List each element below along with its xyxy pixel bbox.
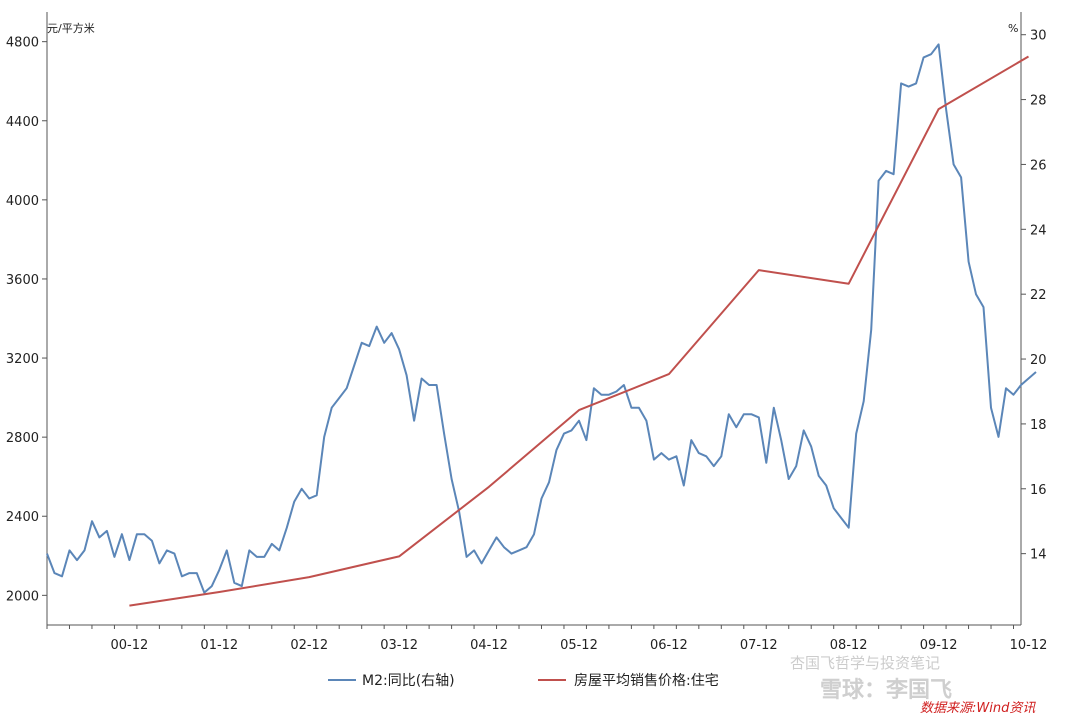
x-tick-label: 06-12 [650,638,688,653]
right-tick-label: 22 [1030,288,1047,303]
right-tick-label: 26 [1030,158,1047,173]
watermark-subtitle: 杏国飞哲学与投资笔记 [790,654,940,672]
left-tick-label: 4800 [6,36,39,51]
watermark: 杏国飞哲学与投资笔记 雪球：李国飞 数据来源:Wind资讯 [790,654,1036,716]
left-y-axis: 2000 2400 2800 3200 3600 4000 4400 4800 [6,36,47,604]
left-tick-label: 2000 [6,589,39,604]
x-tick-label: 00-12 [111,638,149,653]
x-tick-label: 08-12 [830,638,868,653]
right-tick-label: 16 [1030,483,1047,498]
source-label: 数据来源:Wind资讯 [920,701,1036,716]
x-tick-label: 07-12 [740,638,778,653]
left-tick-label: 3200 [6,352,39,367]
right-tick-label: 18 [1030,418,1047,433]
series-layer [46,43,1037,607]
legend: M2:同比(右轴) 房屋平均销售价格:住宅 [328,673,719,689]
legend-label-housing: 房屋平均销售价格:住宅 [574,673,719,689]
right-tick-label: 24 [1030,223,1047,238]
right-tick-label: 14 [1030,548,1047,563]
legend-label-m2: M2:同比(右轴) [362,673,455,689]
right-tick-label: 20 [1030,353,1047,368]
x-tick-label: 10-12 [1010,638,1048,653]
watermark-text: 雪球：李国飞 [820,678,952,703]
x-tick-label: 03-12 [380,638,418,653]
right-tick-label: 30 [1030,29,1047,44]
right-tick-label: 28 [1030,94,1047,109]
x-axis: 00-12 01-12 02-12 03-12 04-12 05-12 06-12 07-12… [46,625,1048,653]
left-tick-label: 2400 [6,510,39,525]
left-axis-unit: 元/平方米 [47,21,95,35]
x-tick-label: 09-12 [920,638,958,653]
right-axis-unit: % [1008,22,1018,35]
right-y-axis: 14 16 18 20 22 24 26 28 30 [1021,29,1047,563]
x-tick-label: 02-12 [290,638,328,653]
left-tick-label: 3600 [6,273,39,288]
series-line-0 [46,43,1037,594]
series-line-1 [129,55,1030,607]
left-tick-label: 4400 [6,115,39,130]
x-tick-label: 04-12 [470,638,508,653]
plot-area [46,12,1022,626]
x-tick-label: 05-12 [560,638,598,653]
x-tick-label: 01-12 [200,638,238,653]
left-tick-label: 4000 [6,194,39,209]
left-tick-label: 2800 [6,431,39,446]
